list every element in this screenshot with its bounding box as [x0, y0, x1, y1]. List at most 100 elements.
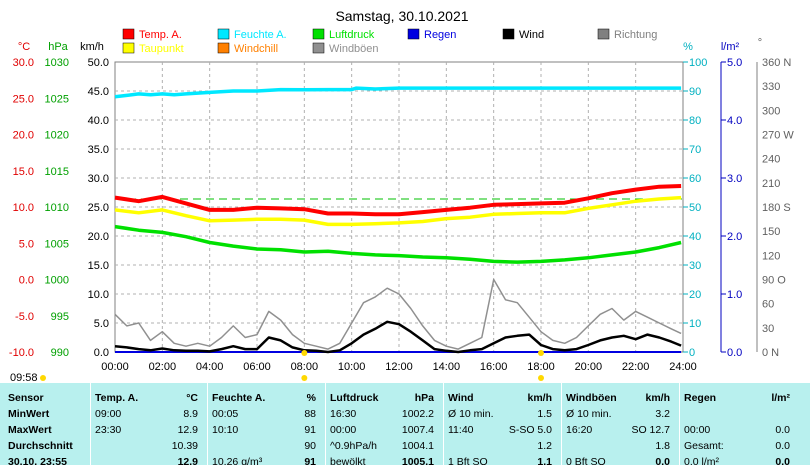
table-unit: km/h: [527, 392, 552, 404]
table-cell-value: 1.1: [537, 456, 552, 465]
table-cell-value: 1.2: [537, 440, 552, 452]
x-tick-label: 14:00: [433, 361, 461, 373]
rain-tick-label: 5.0: [727, 57, 742, 69]
table-unit: l/m²: [771, 392, 790, 404]
series-wind: [114, 320, 682, 354]
table-cell-time: 10.26 g/m³: [212, 456, 263, 465]
table-cell-value: 90: [304, 440, 316, 452]
table-cell-time: 00:05: [212, 408, 239, 420]
pressure-tick-label: 1025: [45, 93, 69, 105]
table-separator: [679, 383, 680, 465]
table-row-label: Durchschnitt: [8, 440, 73, 452]
x-tick-label: 04:00: [196, 361, 224, 373]
humidity-tick-label: 40: [689, 231, 701, 243]
table-unit: hPa: [414, 392, 434, 404]
wind-tick-label: 5.0: [94, 318, 109, 330]
table-separator: [325, 383, 326, 465]
series-luftdruck: [114, 224, 682, 264]
table-unit: °C: [186, 392, 198, 404]
legend-label: Taupunkt: [139, 43, 184, 55]
pressure-tick-label: 1015: [45, 166, 69, 178]
table-cell-value: 3.2: [655, 408, 670, 420]
wind-tick-label: 0.0: [94, 347, 109, 359]
rain-tick-label: 2.0: [727, 231, 742, 243]
direction-tick-label: 300: [762, 105, 780, 117]
clock-marker: [40, 375, 46, 381]
legend-swatch: [122, 28, 135, 40]
legend-swatch: [217, 42, 230, 54]
table-cell-value: 10.39: [171, 440, 198, 452]
direction-tick-label: 210: [762, 178, 780, 190]
direction-tick-label: 360 N: [762, 57, 791, 69]
series-windb-en: [114, 278, 682, 350]
clock-time: 09:58: [10, 372, 38, 383]
direction-tick-label: 90 O: [762, 275, 786, 287]
table-cell-value: 1005.1: [401, 456, 434, 465]
x-tick-label: 20:00: [575, 361, 603, 373]
direction-tick-label: 180 S: [762, 202, 791, 214]
table-cell-time: 00:00: [684, 424, 711, 436]
direction-tick-label: 330: [762, 81, 780, 93]
x-tick-label: 24:00: [669, 361, 697, 373]
legend-label: Feuchte A.: [234, 29, 287, 41]
legend-label: Windböen: [329, 43, 379, 55]
pressure-tick-label: 995: [51, 311, 69, 323]
legend-swatch: [312, 28, 325, 40]
legend-swatch: [597, 28, 610, 40]
table-cell-time: 23:30: [95, 424, 122, 436]
table-cell-value: 91: [304, 424, 316, 436]
temp-tick-label: 10.0: [13, 202, 34, 214]
x-tick-label: 22:00: [622, 361, 650, 373]
table-cell-value: 1002.2: [401, 408, 434, 420]
table-cell-value: 0.0: [775, 456, 790, 465]
table-separator: [207, 383, 208, 465]
time-marker: [301, 375, 308, 381]
wind-tick-label: 40.0: [88, 115, 109, 127]
table-cell-value: 12.9: [177, 456, 198, 465]
wind-tick-label: 50.0: [88, 57, 109, 69]
table-cell-time: 16:20: [566, 424, 593, 436]
table-unit: %: [306, 392, 316, 404]
rain-tick-label: 4.0: [727, 115, 742, 127]
table-cell-time: 0 Bft SO: [566, 456, 606, 465]
table-cell-time: Ø 10 min.: [566, 408, 612, 420]
table-cell-time: Gesamt:: [684, 440, 724, 452]
x-tick-label: 06:00: [243, 361, 271, 373]
humidity-tick-label: 50: [689, 202, 701, 214]
wind-tick-label: 10.0: [88, 289, 109, 301]
wind-tick-label: 20.0: [88, 231, 109, 243]
time-marker: [301, 350, 308, 356]
table-separator: [443, 383, 444, 465]
pressure-tick-label: 1005: [45, 238, 69, 250]
humidity-tick-label: 100: [689, 57, 707, 69]
time-marker: [538, 375, 544, 381]
time-marker: [538, 350, 544, 356]
x-tick-label: 10:00: [338, 361, 366, 373]
pressure-tick-label: 1000: [45, 275, 69, 287]
temp-tick-label: -10.0: [9, 347, 34, 359]
wind-tick-label: 30.0: [88, 173, 109, 185]
table-cell-time: ^0.9hPa/h: [330, 440, 377, 452]
x-tick-label: 18:00: [527, 361, 555, 373]
legend-label: Wind: [519, 29, 544, 41]
temp-tick-label: -5.0: [15, 311, 34, 323]
pressure-tick-label: 1020: [45, 130, 69, 142]
table-cell-value: 8.9: [183, 408, 198, 420]
pressure-tick-label: 990: [51, 347, 69, 359]
table-cell-value: 1004.1: [401, 440, 434, 452]
summary-table: Sensor Temp. A. °C Feuchte A.% Luftdruck hPa W…: [0, 383, 810, 465]
legend-swatch: [407, 28, 420, 40]
wind-tick-label: 45.0: [88, 86, 109, 98]
table-cell-value: 0.0: [655, 456, 670, 465]
legend-swatch: [122, 42, 135, 54]
humidity-tick-label: 80: [689, 115, 701, 127]
pressure-axis-unit: hPa: [48, 41, 68, 53]
table-cell-value: 88: [304, 408, 316, 420]
table-cell-value: 1.5: [537, 408, 552, 420]
temp-tick-label: 25.0: [13, 93, 34, 105]
wind-tick-label: 25.0: [88, 202, 109, 214]
table-row-label: 30.10. 23:55: [8, 456, 67, 465]
x-tick-label: 16:00: [480, 361, 508, 373]
x-tick-label: 02:00: [149, 361, 177, 373]
table-cell-time: 00:00: [330, 424, 357, 436]
